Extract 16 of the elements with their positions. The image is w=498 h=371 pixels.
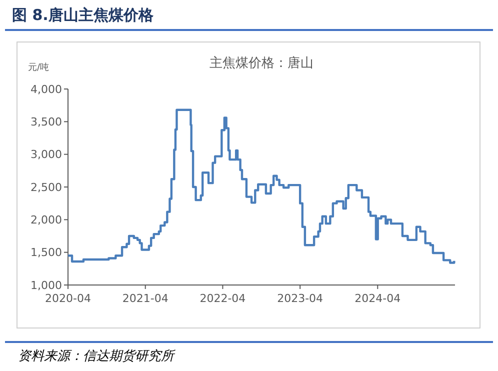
y-tick-label: 3,000: [30, 148, 62, 162]
y-tick-label: 3,500: [30, 116, 62, 129]
x-tick-label: 2024-04: [354, 292, 401, 305]
chart-subtitle: 主焦煤价格：唐山: [210, 55, 314, 71]
y-tick-label: 1,500: [30, 246, 62, 260]
y-axis-title: 元/吨: [28, 62, 50, 73]
y-tick-label: 2,500: [30, 180, 62, 194]
x-tick-label: 2020-04: [45, 292, 91, 305]
x-tick-label: 2021-04: [122, 292, 168, 305]
chart-title: 图 8.唐山主焦煤价格: [12, 6, 154, 24]
x-tick-label: 2023-04: [277, 292, 324, 305]
text: 资料来源：信达期货研究所: [18, 349, 176, 364]
y-tick-label: 4,000: [30, 82, 62, 96]
y-tick-label: 2,000: [30, 214, 62, 227]
x-tick-label: 2022-04: [200, 292, 246, 305]
y-tick-label: 1,000: [30, 278, 62, 292]
